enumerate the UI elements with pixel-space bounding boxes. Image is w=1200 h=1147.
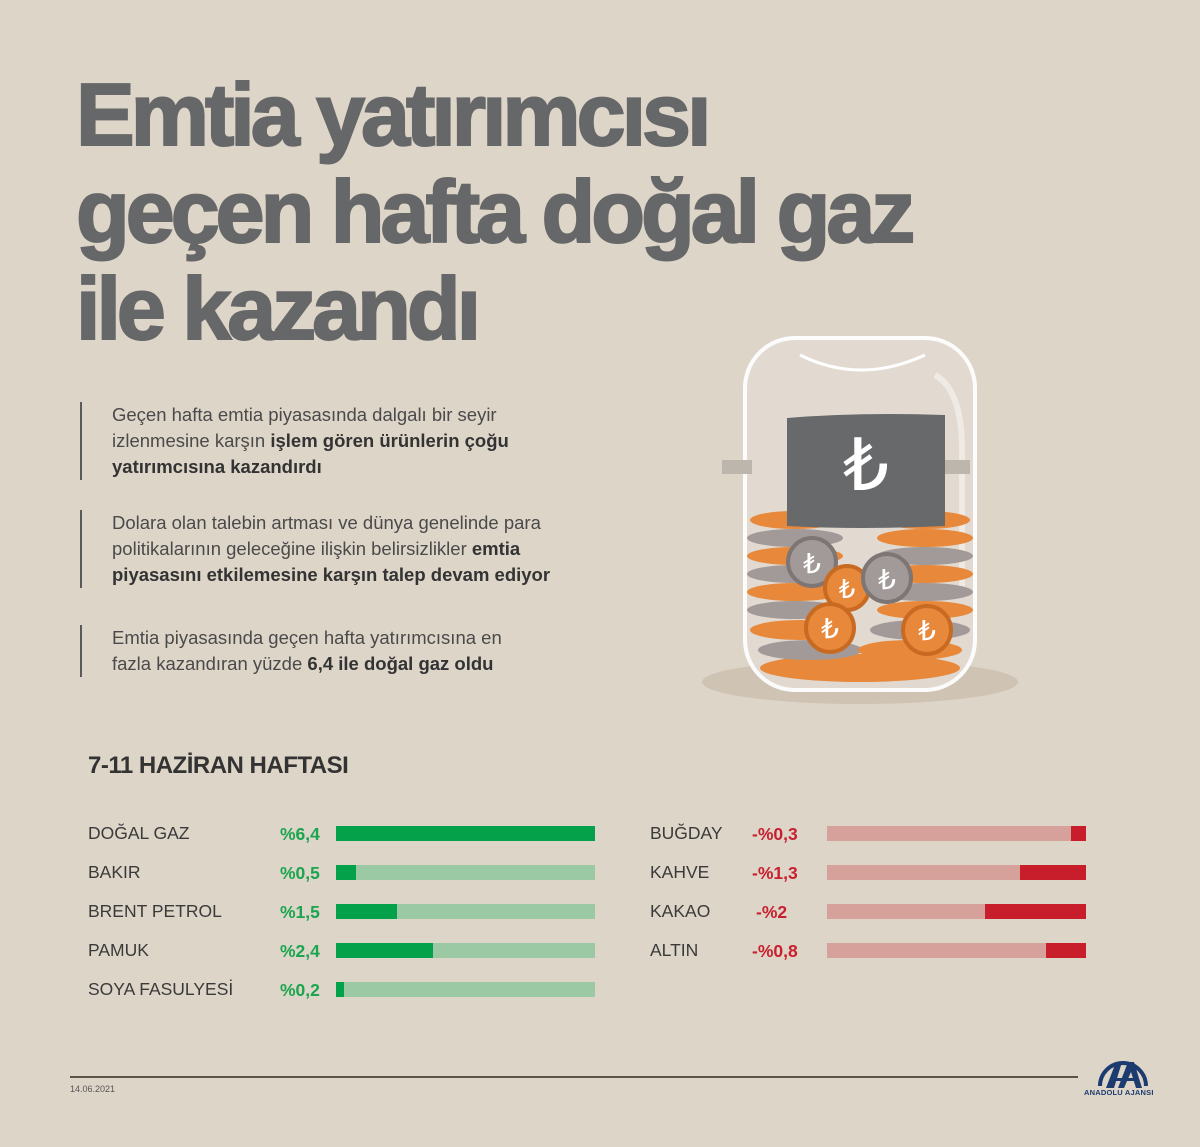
bullet-2-text: Dolara olan talebin artması ve dünya gen… xyxy=(112,512,541,559)
bullet-1-text: Geçen hafta emtia piyasasında dalgalı bi… xyxy=(112,404,497,451)
bar-fill xyxy=(985,904,1086,919)
svg-text:₺: ₺ xyxy=(878,563,896,596)
bar-label: KAHVE xyxy=(650,862,710,882)
bullet-1: Geçen hafta emtia piyasasında dalgalı bi… xyxy=(80,402,542,480)
bar-value: -%1,3 xyxy=(752,863,798,883)
bar-value: %6,4 xyxy=(280,824,320,844)
bar-label: BAKIR xyxy=(88,862,141,882)
headline: Emtia yatırımcısı geçen hafta doğal gaz … xyxy=(75,65,916,358)
bar-track xyxy=(827,904,1086,919)
bar-fill xyxy=(336,826,595,841)
bar-value: %2,4 xyxy=(280,941,320,961)
bar-track xyxy=(336,865,595,880)
publish-date: 14.06.2021 xyxy=(70,1084,116,1094)
bar-track xyxy=(336,943,595,958)
anadolu-ajansi-logo-icon xyxy=(1098,1061,1148,1088)
bar-fill xyxy=(336,904,397,919)
bar-label: PAMUK xyxy=(88,940,149,960)
bar-fill xyxy=(1071,826,1086,841)
bar-track xyxy=(827,826,1086,841)
bar-value: -%0,8 xyxy=(752,941,798,961)
bullet-1-bold: işlem gören ürünlerin çoğu yatırımcısına… xyxy=(112,430,509,477)
bar-track xyxy=(827,943,1086,958)
bar-label: BUĞDAY xyxy=(650,823,723,843)
headline-line-2: geçen hafta doğal gaz xyxy=(75,162,916,261)
svg-text:₺: ₺ xyxy=(918,614,936,647)
bar-track xyxy=(336,904,595,919)
bar-value: %1,5 xyxy=(280,902,320,922)
bar-track xyxy=(827,865,1086,880)
bullet-2-bold: emtia piyasasını etkilemesine karşın tal… xyxy=(112,538,551,585)
bullet-3: Emtia piyasasında geçen hafta yatırımcıs… xyxy=(80,625,542,677)
bar-fill xyxy=(336,982,344,997)
footer-divider xyxy=(70,1076,1078,1078)
bar-label: BRENT PETROL xyxy=(88,901,222,921)
bullet-3-text: Emtia piyasasında geçen hafta yatırımcıs… xyxy=(112,627,502,674)
bar-track xyxy=(336,826,595,841)
bar-fill xyxy=(336,943,433,958)
bar-label: KAKAO xyxy=(650,901,711,921)
bar-track xyxy=(336,982,595,997)
bar-fill xyxy=(1020,865,1086,880)
headline-line-3: ile kazandı xyxy=(75,259,482,358)
bar-value: %0,5 xyxy=(280,863,320,883)
svg-text:₺: ₺ xyxy=(839,575,856,605)
bar-value: -%2 xyxy=(756,902,788,922)
bar-value: %0,2 xyxy=(280,980,320,1000)
svg-text:₺: ₺ xyxy=(843,423,889,507)
logo-text: ANADOLU AJANSI xyxy=(1084,1088,1154,1097)
svg-text:₺: ₺ xyxy=(821,612,839,645)
jar-of-lira-coins-icon: ₺ ₺ ₺ ₺ ₺ ₺ xyxy=(702,336,1018,704)
bar-value: -%0,3 xyxy=(752,824,798,844)
bar-fill xyxy=(1046,943,1086,958)
bar-label: SOYA FASULYESİ xyxy=(88,979,234,999)
bullet-3-bold: 6,4 ile doğal gaz oldu xyxy=(307,653,494,674)
svg-text:₺: ₺ xyxy=(803,547,821,580)
bar-fill xyxy=(336,865,356,880)
bar-label: ALTIN xyxy=(650,940,699,960)
bullet-2: Dolara olan talebin artması ve dünya gen… xyxy=(80,510,582,588)
headline-line-1: Emtia yatırımcısı xyxy=(75,65,712,164)
bar-label: DOĞAL GAZ xyxy=(88,823,190,843)
chart-title: 7-11 HAZİRAN HAFTASI xyxy=(88,752,349,779)
